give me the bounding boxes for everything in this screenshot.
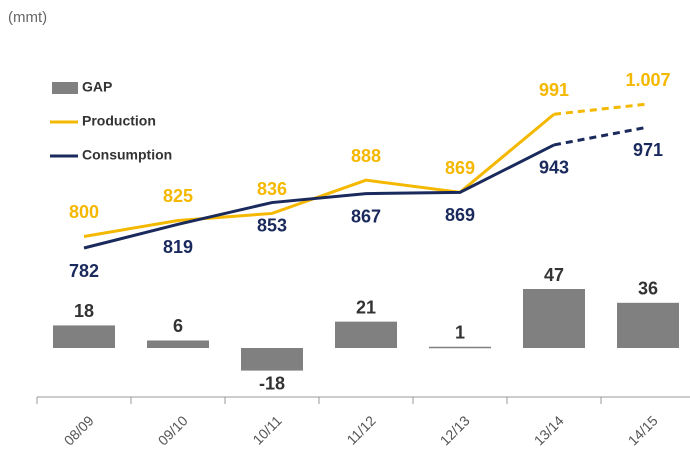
bar — [429, 346, 491, 349]
x-tick-label: 11/12 — [343, 412, 379, 448]
bar-label: 18 — [74, 301, 94, 321]
line-label: 853 — [257, 215, 287, 235]
bar — [241, 348, 303, 371]
legend-label: Consumption — [82, 147, 172, 163]
bar — [523, 289, 585, 349]
x-tick-label: 14/15 — [625, 412, 661, 448]
line-label: 800 — [69, 202, 99, 222]
line-dashed — [553, 102, 649, 116]
chart-subtitle: (mmt) — [8, 9, 47, 26]
bar — [617, 302, 679, 349]
bar — [53, 325, 115, 349]
bar-label: 21 — [356, 297, 376, 317]
line-label: 991 — [539, 80, 569, 100]
line-label: 943 — [539, 158, 569, 178]
line — [83, 143, 555, 250]
line-label: 1.007 — [625, 70, 670, 90]
legend-swatch — [52, 82, 78, 94]
bar-label: -18 — [259, 373, 285, 393]
line-label: 782 — [69, 261, 99, 281]
bar-label: 47 — [544, 265, 564, 285]
line-label: 836 — [257, 179, 287, 199]
line-label: 819 — [163, 237, 193, 257]
line-label: 869 — [445, 158, 475, 178]
line-label: 971 — [633, 140, 663, 160]
line — [83, 113, 555, 238]
legend-label: GAP — [82, 79, 112, 95]
line-label: 867 — [351, 206, 381, 226]
bar-label: 36 — [638, 279, 658, 299]
bar — [335, 321, 397, 349]
bar — [147, 340, 209, 349]
line-label: 869 — [445, 205, 475, 225]
line-label: 888 — [351, 146, 381, 166]
x-tick-label: 09/10 — [155, 412, 191, 448]
x-tick-label: 12/13 — [437, 412, 473, 448]
line-label: 825 — [163, 186, 193, 206]
x-tick-label: 08/09 — [61, 412, 97, 448]
line-dashed — [553, 125, 649, 147]
x-tick-label: 10/11 — [249, 412, 285, 448]
legend-label: Production — [82, 113, 156, 129]
x-tick-label: 13/14 — [531, 412, 567, 448]
bar-label: 1 — [455, 322, 465, 342]
bar-label: 6 — [173, 316, 183, 336]
